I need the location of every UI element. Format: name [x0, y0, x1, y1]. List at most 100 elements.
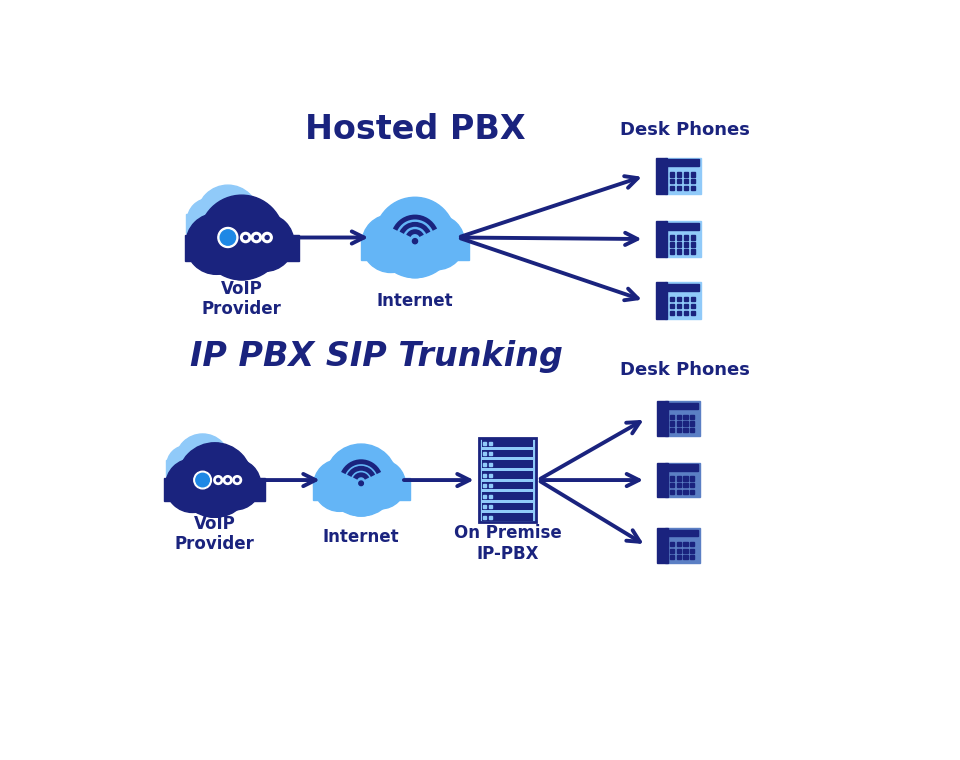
Bar	[670, 304, 674, 309]
Bar	[483, 463, 486, 466]
Bar	[670, 549, 674, 553]
Circle shape	[183, 449, 222, 488]
Circle shape	[359, 481, 364, 486]
Bar	[684, 477, 687, 480]
Bar	[677, 477, 681, 480]
Text: Desk Phones: Desk Phones	[619, 121, 750, 139]
Text: VoIP
Provider: VoIP Provider	[175, 515, 254, 553]
Bar	[482, 492, 533, 499]
Bar	[489, 505, 492, 508]
Bar	[657, 401, 668, 436]
Circle shape	[200, 195, 284, 280]
Circle shape	[382, 201, 432, 251]
Text: VoIP
Provider: VoIP Provider	[202, 280, 281, 318]
Bar	[666, 530, 698, 537]
Circle shape	[413, 239, 418, 244]
Circle shape	[220, 230, 235, 245]
Text: On Premise
IP-PBX: On Premise IP-PBX	[453, 524, 562, 562]
Bar	[186, 214, 270, 233]
Bar	[670, 172, 674, 176]
Bar	[684, 549, 687, 553]
Circle shape	[207, 199, 259, 252]
Circle shape	[180, 437, 214, 470]
Bar	[684, 489, 687, 494]
Bar	[670, 489, 674, 494]
Bar	[684, 415, 687, 419]
Bar	[677, 549, 681, 553]
Bar	[690, 489, 694, 494]
Bar	[483, 516, 486, 519]
Bar	[677, 249, 682, 254]
Bar	[657, 463, 668, 498]
Bar	[690, 236, 695, 239]
Circle shape	[386, 220, 444, 277]
Bar	[666, 464, 698, 471]
Circle shape	[178, 443, 252, 518]
Bar	[690, 549, 694, 553]
Bar	[684, 304, 688, 309]
Bar	[665, 528, 700, 563]
Bar	[489, 516, 492, 519]
Circle shape	[227, 200, 276, 249]
Bar	[690, 542, 694, 546]
Bar	[482, 439, 533, 447]
Bar	[690, 555, 694, 559]
Bar	[489, 452, 492, 455]
Bar	[684, 186, 688, 191]
Bar	[684, 542, 687, 546]
Circle shape	[374, 198, 455, 277]
Bar	[656, 220, 667, 258]
Bar	[656, 282, 667, 319]
Bar	[670, 428, 674, 432]
Bar	[677, 297, 682, 301]
Bar	[483, 442, 486, 445]
Bar	[483, 484, 486, 487]
Bar	[677, 422, 681, 426]
Bar	[684, 422, 687, 426]
Bar	[670, 477, 674, 480]
Circle shape	[186, 214, 247, 274]
Bar	[677, 304, 682, 309]
Bar	[665, 401, 700, 436]
Bar	[656, 157, 667, 195]
Circle shape	[205, 202, 250, 247]
Bar	[677, 236, 682, 239]
Circle shape	[356, 460, 405, 509]
Bar	[684, 172, 688, 176]
Circle shape	[325, 444, 397, 516]
Circle shape	[197, 185, 258, 247]
Bar	[670, 186, 674, 191]
Bar	[684, 555, 687, 559]
Bar	[670, 242, 674, 246]
Bar	[489, 484, 492, 487]
Circle shape	[400, 202, 447, 249]
Bar	[690, 483, 694, 487]
Circle shape	[314, 460, 366, 511]
Circle shape	[210, 459, 260, 510]
Bar	[677, 172, 682, 176]
Bar	[677, 242, 682, 246]
Bar	[483, 495, 486, 498]
Bar	[482, 503, 533, 510]
Circle shape	[331, 448, 376, 492]
Bar	[690, 422, 694, 426]
Circle shape	[218, 227, 238, 248]
Circle shape	[199, 446, 236, 483]
Bar	[690, 477, 694, 480]
Bar	[677, 415, 681, 419]
Bar	[690, 186, 695, 191]
Bar	[684, 236, 688, 239]
Circle shape	[410, 215, 465, 270]
Bar	[166, 460, 239, 476]
Circle shape	[335, 464, 387, 516]
Bar	[670, 542, 674, 546]
Bar	[361, 236, 469, 260]
Bar	[483, 473, 486, 477]
Bar	[164, 478, 265, 501]
Circle shape	[166, 459, 219, 512]
Bar	[478, 438, 537, 522]
Circle shape	[194, 471, 211, 489]
Bar	[690, 415, 694, 419]
Bar	[482, 450, 533, 458]
Circle shape	[187, 198, 231, 242]
